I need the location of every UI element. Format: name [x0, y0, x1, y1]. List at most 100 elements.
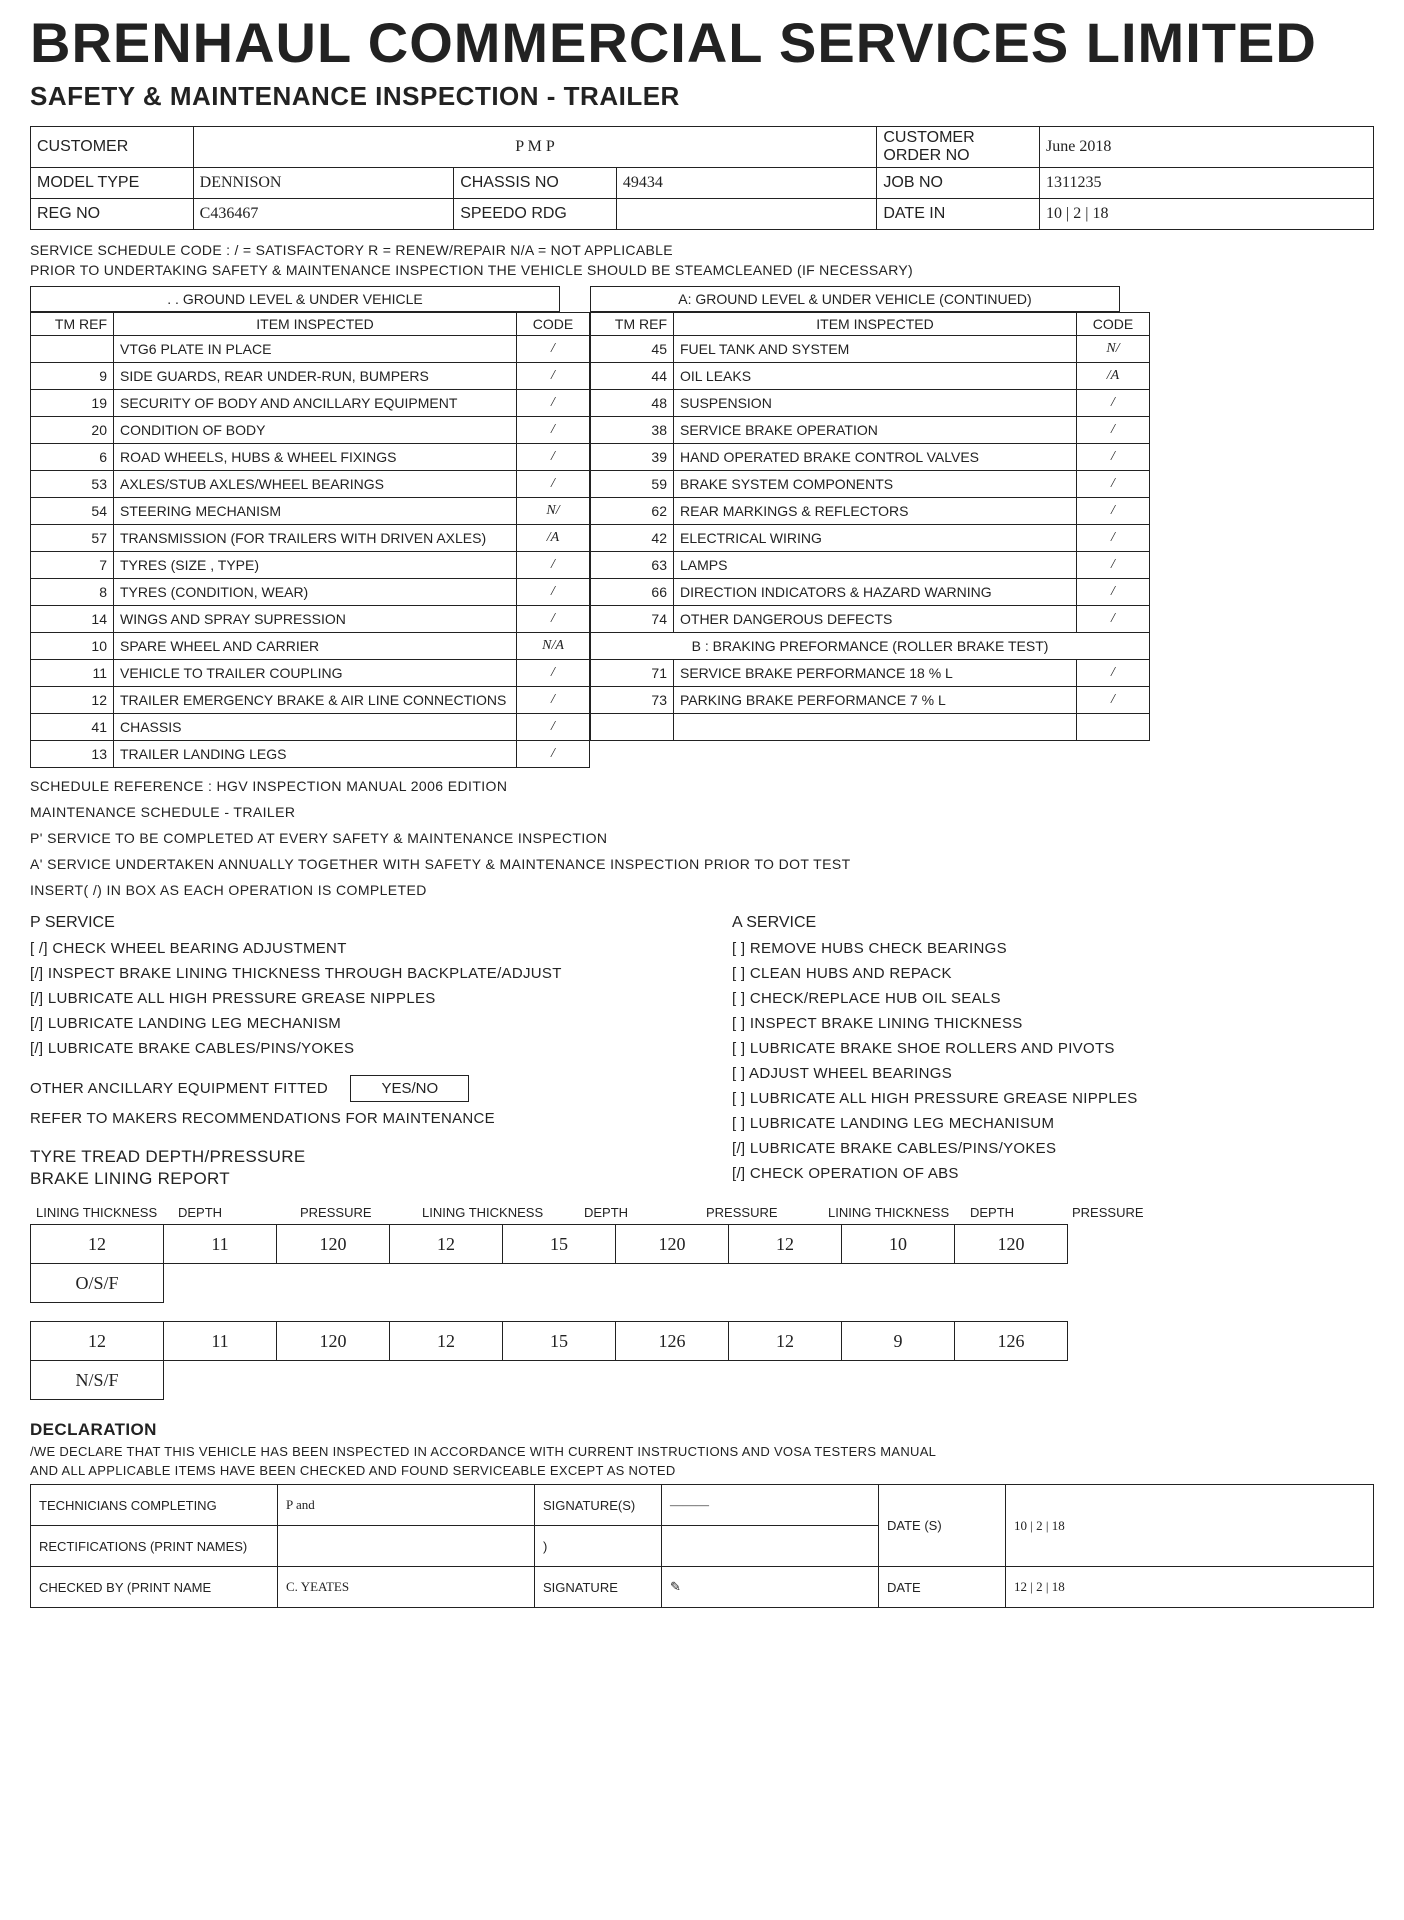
- code: /: [517, 336, 590, 363]
- p-note: P' SERVICE TO BE COMPLETED AT EVERY SAFE…: [30, 830, 1374, 846]
- item: STEERING MECHANISM: [114, 498, 517, 525]
- date-lbl: DATE: [879, 1567, 1006, 1608]
- tech-val: P and: [278, 1485, 535, 1526]
- lining-cell: 10: [842, 1225, 955, 1264]
- inspection-row: 48SUSPENSION/: [591, 390, 1150, 417]
- inspection-row: 66DIRECTION INDICATORS & HAZARD WARNING/: [591, 579, 1150, 606]
- lining-hdr: PRESSURE: [294, 1205, 416, 1220]
- inspection-tables: . . GROUND LEVEL & UNDER VEHICLE TM REF …: [30, 286, 1374, 768]
- inspection-row: 9SIDE GUARDS, REAR UNDER-RUN, BUMPERS/: [31, 363, 590, 390]
- service-item: [ ] ADJUST WHEEL BEARINGS: [732, 1065, 1374, 1082]
- item: DIRECTION INDICATORS & HAZARD WARNING: [674, 579, 1077, 606]
- signature-1: ———: [662, 1485, 879, 1526]
- form-title: SAFETY & MAINTENANCE INSPECTION - TRAILE…: [30, 81, 1374, 112]
- item: SERVICE BRAKE PERFORMANCE 18 % L: [674, 660, 1077, 687]
- tm-ref: 66: [591, 579, 674, 606]
- tm-ref: 19: [31, 390, 114, 417]
- header-table: CUSTOMER P M P CUSTOMER ORDER NO June 20…: [30, 126, 1374, 230]
- inspection-row: 45FUEL TANK AND SYSTEMN/: [591, 336, 1150, 363]
- lining-cell: 15: [503, 1225, 616, 1264]
- code: N/: [1077, 336, 1150, 363]
- tm-ref: 38: [591, 417, 674, 444]
- item: LAMPS: [674, 552, 1077, 579]
- inspection-row: 53AXLES/STUB AXLES/WHEEL BEARINGS/: [31, 471, 590, 498]
- tm-ref: 44: [591, 363, 674, 390]
- item: TRAILER EMERGENCY BRAKE & AIR LINE CONNE…: [114, 687, 517, 714]
- lining-cell: 11: [164, 1322, 277, 1361]
- inspection-row: 7TYRES (SIZE , TYPE)/: [31, 552, 590, 579]
- code: N/A: [517, 633, 590, 660]
- col-tm: TM REF: [31, 313, 114, 336]
- inspection-right: TM REF ITEM INSPECTED CODE 45FUEL TANK A…: [590, 312, 1150, 741]
- check-lbl: CHECKED BY (PRINT NAME: [31, 1567, 278, 1608]
- service-item: [/] LUBRICATE LANDING LEG MECHANISM: [30, 1015, 672, 1032]
- service-item: [ /] CHECK WHEEL BEARING ADJUSTMENT: [30, 940, 672, 957]
- col-code: CODE: [517, 313, 590, 336]
- p-service-title: P SERVICE: [30, 914, 672, 932]
- lining-hdr: PRESSURE: [700, 1205, 822, 1220]
- tyre-title1: TYRE TREAD DEPTH/PRESSURE: [30, 1147, 672, 1167]
- inspection-row: 20CONDITION OF BODY/: [31, 417, 590, 444]
- service-item: [ ] CLEAN HUBS AND REPACK: [732, 965, 1374, 982]
- code: /: [517, 552, 590, 579]
- item: TRAILER LANDING LEGS: [114, 741, 517, 768]
- lining-cell: 12: [729, 1322, 842, 1361]
- inspection-row: 10SPARE WHEEL AND CARRIERN/A: [31, 633, 590, 660]
- code: /: [1077, 417, 1150, 444]
- tm-ref: 48: [591, 390, 674, 417]
- lining-cell: 126: [616, 1322, 729, 1361]
- chassis-val: 49434: [616, 168, 877, 199]
- declaration-table: TECHNICIANS COMPLETING P and SIGNATURE(S…: [30, 1484, 1374, 1608]
- customer-val: P M P: [193, 127, 877, 168]
- service-item: [/] INSPECT BRAKE LINING THICKNESS THROU…: [30, 965, 672, 982]
- lining-hdr: LINING THICKNESS: [416, 1205, 578, 1220]
- inspection-row: 74OTHER DANGEROUS DEFECTS/: [591, 606, 1150, 633]
- item: VTG6 PLATE IN PLACE: [114, 336, 517, 363]
- section-a-title: . . GROUND LEVEL & UNDER VEHICLE: [30, 286, 560, 312]
- tm-ref: 54: [31, 498, 114, 525]
- job-val: 1311235: [1040, 168, 1374, 199]
- code: /: [1077, 660, 1150, 687]
- inspection-row: 11VEHICLE TO TRAILER COUPLING/: [31, 660, 590, 687]
- section-a2-title: A: GROUND LEVEL & UNDER VEHICLE (CONTINU…: [590, 286, 1120, 312]
- tm-ref: 11: [31, 660, 114, 687]
- service-item: [ ] LUBRICATE BRAKE SHOE ROLLERS AND PIV…: [732, 1040, 1374, 1057]
- inspection-row: 19SECURITY OF BODY AND ANCILLARY EQUIPME…: [31, 390, 590, 417]
- check-val: C. YEATES: [278, 1567, 535, 1608]
- declaration-title: DECLARATION: [30, 1420, 1374, 1440]
- service-columns: P SERVICE [ /] CHECK WHEEL BEARING ADJUS…: [30, 908, 1374, 1191]
- code: /: [1077, 525, 1150, 552]
- lining-cell: 120: [616, 1225, 729, 1264]
- lining-hdr: LINING THICKNESS: [30, 1205, 172, 1220]
- reg-val: C436467: [193, 199, 454, 230]
- lining-cell: 120: [955, 1225, 1068, 1264]
- code: /: [517, 606, 590, 633]
- tech-lbl: TECHNICIANS COMPLETING: [31, 1485, 278, 1526]
- date2: 12 | 2 | 18: [1006, 1567, 1374, 1608]
- order-lbl: CUSTOMER ORDER NO: [877, 127, 1040, 168]
- date-val: 10 | 2 | 18: [1040, 199, 1374, 230]
- insert-note: INSERT( /) IN BOX AS EACH OPERATION IS C…: [30, 882, 1374, 898]
- col-tm: TM REF: [591, 313, 674, 336]
- sig-lbl: SIGNATURE: [535, 1567, 662, 1608]
- date1: 10 | 2 | 18: [1006, 1485, 1374, 1567]
- customer-lbl: CUSTOMER: [31, 127, 194, 168]
- tm-ref: 71: [591, 660, 674, 687]
- tm-ref: 45: [591, 336, 674, 363]
- tm-ref: 20: [31, 417, 114, 444]
- code: /: [1077, 552, 1150, 579]
- maker-note: REFER TO MAKERS RECOMMENDATIONS FOR MAIN…: [30, 1110, 672, 1127]
- company-title: BRENHAUL COMMERCIAL SERVICES LIMITED: [30, 10, 1374, 75]
- inspection-row: 57TRANSMISSION (FOR TRAILERS WITH DRIVEN…: [31, 525, 590, 552]
- service-item: [/] CHECK OPERATION OF ABS: [732, 1165, 1374, 1182]
- item: ROAD WHEELS, HUBS & WHEEL FIXINGS: [114, 444, 517, 471]
- code: /: [1077, 498, 1150, 525]
- tm-ref: 9: [31, 363, 114, 390]
- item: SERVICE BRAKE OPERATION: [674, 417, 1077, 444]
- sigs-lbl: SIGNATURE(S): [535, 1485, 662, 1526]
- service-item: [ ] LUBRICATE LANDING LEG MECHANISUM: [732, 1115, 1374, 1132]
- schedule-ref: SCHEDULE REFERENCE : HGV INSPECTION MANU…: [30, 778, 1374, 794]
- reg-lbl: REG NO: [31, 199, 194, 230]
- declaration-line1: /WE DECLARE THAT THIS VEHICLE HAS BEEN I…: [30, 1444, 1374, 1459]
- inspection-row: 62REAR MARKINGS & REFLECTORS/: [591, 498, 1150, 525]
